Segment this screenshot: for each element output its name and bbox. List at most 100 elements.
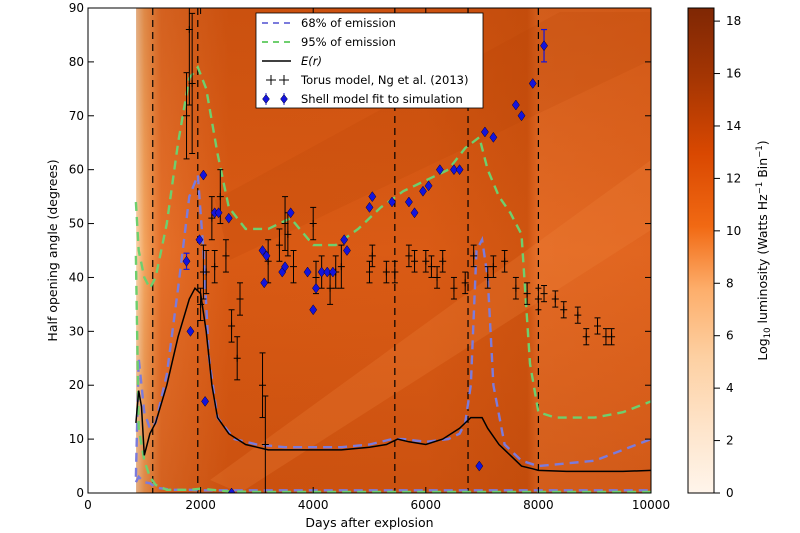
shell-point (340, 234, 349, 246)
shell-point (312, 282, 320, 294)
torus-point (512, 284, 520, 292)
torus-point (433, 273, 441, 281)
shell-point (328, 266, 337, 278)
x-tick-label: 10000 (632, 498, 670, 512)
legend: 68% of emission 95% of emission E(r) Tor… (255, 12, 484, 109)
torus-point (422, 257, 430, 265)
shell-point (343, 245, 351, 256)
torus-point (608, 333, 616, 341)
torus-point (326, 284, 334, 292)
torus-point (450, 284, 458, 292)
torus-point (281, 220, 289, 228)
legend-swatch-shell (262, 93, 288, 105)
torus-point (284, 230, 292, 238)
shell-point (262, 250, 271, 262)
y-axis-label: Half opening angle (degrees) (45, 159, 60, 341)
axes: 0 2000 4000 6000 8000 10000 0 10 20 30 40 50 60 70 80… (45, 1, 670, 530)
shell-point (281, 261, 289, 273)
shell-point (368, 191, 377, 203)
torus-point (534, 295, 542, 303)
y-tick-label: 10 (69, 432, 84, 446)
shell-point (317, 266, 326, 278)
shell-point (258, 245, 267, 256)
shell-point (388, 196, 396, 208)
torus-point (540, 290, 548, 298)
y-axis-ticks: 0 10 20 30 40 50 60 70 80 90 (69, 1, 651, 500)
y-tick-label: 80 (69, 55, 84, 69)
torus-point (439, 257, 447, 265)
torus-point (188, 79, 196, 87)
series-lines (134, 64, 651, 493)
legend-frame (255, 12, 484, 109)
torus-point (185, 26, 193, 34)
torus-point (309, 220, 317, 228)
colorbar-tick-label: 0 (726, 486, 734, 500)
series-line-68-of-emission-upper (134, 174, 651, 477)
legend-label-torus: Torus model, Ng et al. (2013) (300, 73, 468, 87)
shell-point (455, 164, 464, 176)
torus-point (366, 268, 373, 276)
plot-frame (87, 7, 652, 494)
torus-point (261, 441, 269, 448)
series-line-e-r (135, 286, 651, 473)
y-tick-label: 70 (69, 109, 84, 123)
torus-point (574, 311, 582, 319)
torus-point (582, 333, 590, 341)
shell-point (410, 207, 419, 219)
series-line-95-of-emission-upper (134, 64, 651, 419)
shell-point (405, 196, 413, 208)
shell-point (517, 110, 526, 122)
colorbar-tick-label: 18 (726, 14, 741, 28)
legend-label-95: 95% of emission (301, 35, 396, 49)
y-tick-label: 0 (76, 486, 84, 500)
heatmap-dark-wedge (215, 12, 651, 260)
colorbar-tick-label: 12 (726, 171, 741, 185)
torus-point (427, 263, 435, 271)
torus-point (405, 252, 413, 260)
shell-point (481, 126, 489, 138)
x-axis-label: Days after explosion (305, 515, 433, 530)
shell-point (227, 487, 236, 493)
x-axis-ticks: 0 2000 4000 6000 8000 10000 (84, 8, 670, 512)
y-tick-label: 20 (69, 378, 84, 392)
shell-point (435, 164, 444, 176)
colorbar-label: Log10 luminosity (Watts Hz−1 Bin−1) (755, 140, 773, 360)
shell-point (186, 325, 195, 337)
legend-label-68: 68% of emission (301, 16, 396, 30)
torus-point (411, 257, 419, 265)
data-markers (182, 26, 616, 493)
torus-point (228, 322, 236, 330)
torus-point (197, 300, 205, 308)
torus-point (560, 306, 568, 314)
torus-point (337, 263, 345, 271)
y-tick-label: 50 (69, 217, 84, 231)
torus-point (391, 268, 399, 276)
torus-point (312, 273, 320, 281)
torus-point (461, 279, 469, 287)
y-tick-label: 60 (69, 163, 84, 177)
torus-point (489, 263, 497, 271)
shell-point (199, 169, 208, 181)
x-tick-label: 0 (84, 498, 92, 512)
colorbar-tick-label: 10 (726, 224, 741, 238)
torus-point (233, 354, 241, 362)
shell-point (528, 78, 537, 89)
torus-point (594, 322, 602, 330)
torus-point (470, 252, 478, 260)
colorbar: 0 2 4 6 8 10 12 14 16 18 Log10 luminosity (Watts … (687, 7, 773, 500)
x-tick-label: 4000 (298, 498, 329, 512)
series-line-68-of-emission-lower (134, 474, 651, 492)
legend-label-er: E(r) (301, 54, 322, 68)
y-tick-label: 40 (69, 270, 84, 284)
legend-label-shell: Shell model fit to simulation (301, 92, 463, 106)
y-tick-label: 30 (69, 324, 84, 338)
x-tick-label: 6000 (411, 498, 442, 512)
shell-point (303, 266, 312, 278)
torus-point (368, 252, 376, 260)
shell-point (323, 266, 332, 278)
shell-point (214, 207, 223, 219)
torus-point (275, 241, 283, 249)
shell-point (182, 255, 191, 267)
shell-point (201, 395, 210, 407)
colorbar-tick-label: 8 (726, 276, 734, 290)
